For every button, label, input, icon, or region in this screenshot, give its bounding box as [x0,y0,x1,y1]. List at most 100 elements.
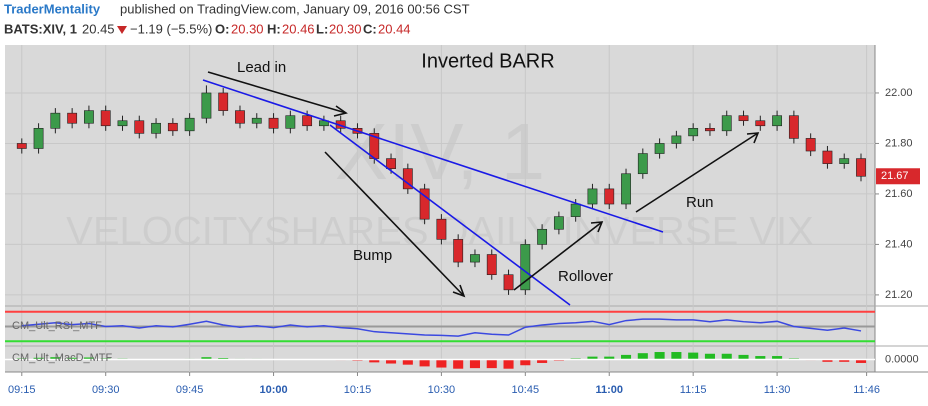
candle-body [100,110,111,127]
arrow [324,151,465,297]
close-value: 20.44 [378,21,411,36]
histogram-bar [453,359,464,369]
candle-body [822,150,833,164]
candle-body [839,158,850,164]
candle-body [50,112,61,129]
candle-body [251,117,262,124]
arrow [207,71,347,114]
candle-body [201,92,212,119]
histogram-bar [50,357,61,360]
y-tick-label: 0.0000 [885,353,919,365]
change: −1.19 (−5.5%) [130,21,212,36]
histogram-bar [33,357,44,360]
candle-body [553,216,564,230]
last-price: 20.45 [82,21,115,36]
candle-body [621,173,631,205]
arrow [635,132,759,213]
trend-line [202,79,664,233]
candle-body [671,135,682,144]
candle-body [570,203,581,217]
candle-body [33,128,44,149]
indicator-label: CM_Ult_MacD_MTF [12,352,113,364]
candle-body [16,143,27,149]
histogram-bar [772,356,783,360]
annotation: Lead in [237,59,286,76]
x-tick-label: 10:15 [344,384,372,396]
histogram-bar [654,352,665,360]
candle-body [235,110,245,124]
open-value: 20.30 [231,21,264,36]
candle-body [637,153,648,175]
histogram-bar [822,359,833,362]
histogram-bar [83,357,94,360]
candle-body [486,254,497,276]
candle-body [302,115,313,127]
candle-body [772,115,783,127]
y-tick-label: 21.20 [885,289,913,301]
histogram-bar [704,353,715,360]
down-arrow-icon [117,26,127,34]
open-label: O: [215,21,229,36]
last-price-box [876,168,920,185]
annotation: Bump [353,247,392,264]
x-tick-label: 11:30 [764,384,791,396]
histogram-bar [671,352,682,360]
high-label: H: [267,21,281,36]
histogram-bar [436,359,447,368]
y-tick-label: 21.40 [885,238,913,250]
histogram-bar [587,356,598,360]
candle-body [788,115,799,139]
y-tick-label: 21.80 [885,137,913,149]
candle-body [587,188,598,205]
low-label: L: [316,21,328,36]
histogram-bar [755,356,766,360]
symbol: BATS:XIV, 1 [4,21,77,36]
histogram-bar [637,353,648,360]
chart-title: Inverted BARR [421,50,554,72]
y-tick-label: 22.00 [885,87,913,99]
arrow-head [333,105,348,117]
high-value: 20.46 [282,21,315,36]
close-label: C: [363,21,377,36]
x-tick-label: 11:15 [680,384,707,396]
drawings [202,71,760,306]
arrow-head [590,221,604,233]
x-tick-label: 09:15 [8,384,36,396]
candle-body [721,115,732,132]
arrow [513,221,603,291]
candle-body [386,158,396,169]
annotation: Run [686,194,714,211]
candle-body [503,274,514,291]
candle-body [218,92,229,111]
candle-body [705,128,715,132]
histogram-bar [688,352,699,360]
histogram-bar [855,359,867,363]
candle-body [688,128,699,137]
x-tick-label: 11:46 [853,384,880,396]
candle-body [604,188,615,205]
published-note: published on TradingView.com, January 09… [120,1,470,16]
candle-body [755,120,766,127]
x-tick-label: 09:45 [176,384,204,396]
x-tick-label: 10:00 [259,384,287,396]
y-tick-label: 21.60 [885,188,913,200]
candle-body [419,188,430,220]
histogram-bar [839,359,850,362]
annotation: Rollover [558,268,613,285]
x-tick-label: 09:30 [92,384,120,396]
indicator-label: CM_Ult_RSI_MTF [12,320,102,332]
histogram-bar [386,359,397,364]
candle-body [537,228,548,245]
publisher[interactable]: TraderMentality [4,1,101,16]
histogram-bar [721,353,732,360]
histogram-bar [201,357,212,360]
candle-body [856,158,866,177]
histogram-bar [67,357,78,360]
histogram-bar [620,354,632,360]
histogram-bar [604,356,615,360]
candle-body [654,143,665,154]
candle-body [151,122,161,134]
candle-body [67,112,78,124]
